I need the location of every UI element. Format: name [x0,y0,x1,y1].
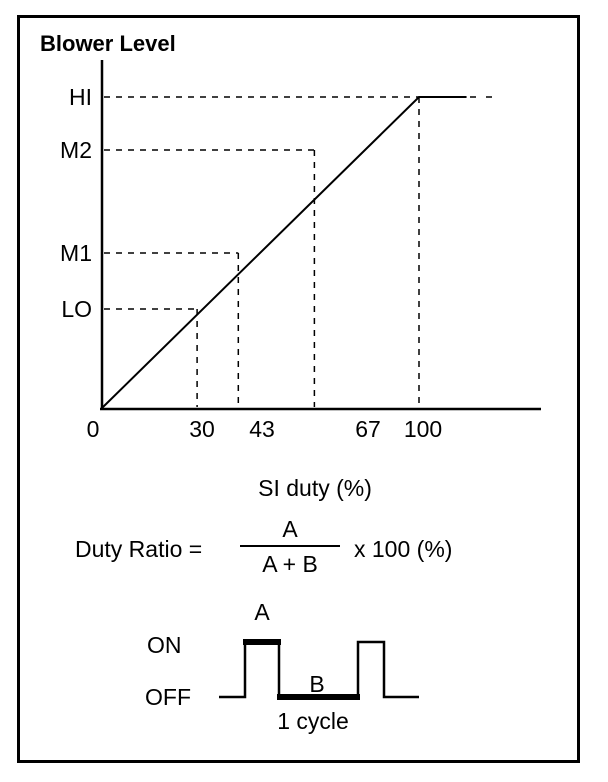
x-tick-label-30: 30 [189,416,215,442]
cycle-label: 1 cycle [277,708,349,734]
duty-ratio-formula: Duty Ratio = A A + B x 100 (%) [75,516,452,577]
x-tick-label-0: 0 [87,416,100,442]
diagram-frame [17,15,580,763]
y-tick-label-lo: LO [61,296,92,322]
formula-denominator: A + B [262,551,318,577]
off-label: OFF [145,684,191,710]
response-line [101,96,467,409]
on-label: ON [147,632,182,658]
y-tick-label-m2: M2 [60,137,92,163]
pwm-waveform: ON OFF A B 1 cycle [145,599,419,734]
x-tick-label-67: 67 [355,416,381,442]
chart-title: Blower Level [40,31,176,56]
chart-marks: LO M1 M2 HI 0 30 43 67 100 [60,84,500,442]
y-tick-label-hi: HI [69,84,92,110]
x-tick-label-100: 100 [404,416,442,442]
formula-lhs: Duty Ratio = [75,536,202,562]
formula-rhs: x 100 (%) [354,536,452,562]
a-label: A [254,599,270,625]
b-label: B [309,671,324,697]
formula-numerator: A [282,516,298,542]
x-axis-label: SI duty (%) [258,475,372,501]
y-tick-label-m1: M1 [60,240,92,266]
x-tick-label-43: 43 [249,416,275,442]
